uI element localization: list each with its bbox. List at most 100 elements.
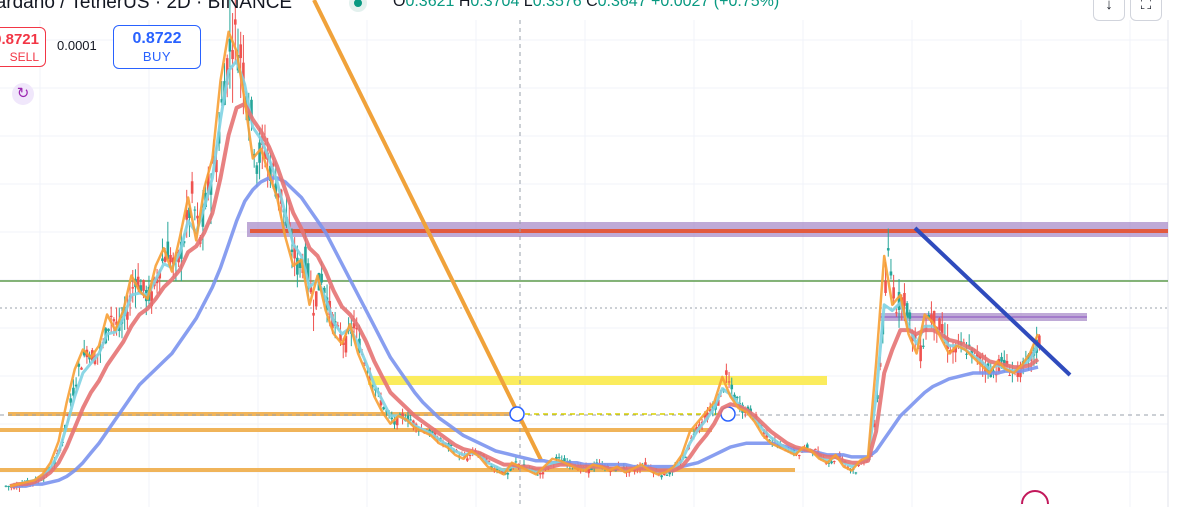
candle-body — [1008, 375, 1011, 377]
download-button[interactable]: ↓ — [1093, 0, 1125, 21]
candle-body — [814, 448, 817, 450]
candle-body — [239, 44, 242, 59]
candle-body — [889, 271, 893, 276]
candle-body — [555, 456, 558, 459]
candle-body — [965, 353, 968, 355]
candle-body — [82, 350, 86, 356]
candle-body — [209, 183, 213, 195]
candle-body — [231, 50, 234, 60]
candle-body — [908, 312, 912, 319]
candle-body — [857, 464, 860, 467]
candle-body — [69, 398, 73, 403]
candle-body — [895, 312, 898, 314]
candle-body — [142, 280, 145, 291]
candle-body — [115, 321, 118, 325]
candle-body — [258, 142, 261, 163]
candle-body — [970, 347, 974, 358]
candle-body — [379, 400, 383, 406]
candle-body — [466, 458, 469, 461]
candle-body — [306, 263, 310, 282]
candle-body — [401, 413, 404, 418]
candle-body — [220, 99, 224, 103]
candle-body — [703, 414, 707, 418]
candle-body — [398, 414, 402, 416]
candle-body — [884, 280, 887, 293]
candle-body — [468, 455, 472, 457]
candle-body — [827, 462, 831, 464]
candle-body — [169, 254, 172, 263]
fullscreen-button[interactable]: ⛶ — [1130, 0, 1162, 21]
ohlc-legend: O0.3621 H0.3704 L0.3576 C0.3647 +0.0027 … — [393, 0, 779, 11]
candle-body — [587, 468, 591, 474]
ohlc-low-value: 0.3576 — [532, 0, 582, 10]
candle-body — [131, 287, 135, 289]
candle-body — [644, 462, 647, 467]
bottom-indicator-icon — [1021, 490, 1049, 505]
candle-body — [1038, 335, 1041, 345]
candle-body — [314, 291, 318, 307]
candle-body — [263, 150, 267, 159]
candle-body — [932, 310, 936, 329]
candle-body — [541, 472, 545, 475]
candle-body — [487, 460, 491, 462]
ema-slow-line — [9, 101, 1040, 489]
candle-body — [395, 417, 399, 426]
candle-body — [708, 409, 712, 412]
market-status-icon[interactable] — [349, 0, 367, 12]
candle-body — [355, 327, 359, 330]
candle-body — [323, 287, 326, 294]
candle-body — [215, 159, 218, 173]
candle-body — [193, 209, 197, 211]
buy-label: BUY — [142, 49, 172, 64]
candle-body — [514, 461, 518, 463]
candle-body — [320, 273, 323, 283]
candle-body — [940, 324, 944, 334]
candle-body — [233, 19, 237, 25]
buy-price: 0.8722 — [132, 30, 182, 47]
symbol-title: Cardano / TetherUS · 2D · BINANCE — [0, 0, 293, 13]
candle-body — [922, 345, 925, 347]
candle-body — [806, 444, 809, 448]
candle-body — [293, 245, 296, 259]
candle-body — [393, 420, 396, 425]
candle-body — [509, 467, 512, 471]
buy-button[interactable]: 0.8722 BUY — [113, 25, 201, 69]
candle-body — [188, 207, 191, 219]
candle-body — [892, 287, 895, 299]
candle-body — [449, 444, 453, 447]
candle-body — [1000, 356, 1003, 362]
candle-body — [155, 277, 159, 284]
anchor-point-1 — [509, 406, 525, 422]
candle-body — [897, 291, 901, 310]
candle-body — [201, 209, 205, 227]
candle-body — [832, 461, 836, 463]
candle-body — [190, 181, 194, 194]
moving-averages — [9, 30, 1040, 489]
ohlc-close-value: 0.3647 — [597, 0, 647, 10]
candle-body — [339, 334, 342, 341]
candle-body — [139, 285, 143, 294]
candle-body — [903, 292, 906, 306]
candle-body — [797, 454, 801, 457]
candle-body — [490, 465, 493, 468]
ohlc-open-value: 0.3621 — [405, 0, 455, 10]
candle-body — [80, 367, 83, 370]
candle-body — [269, 165, 272, 181]
candle-body — [919, 345, 922, 362]
candle-body — [913, 334, 917, 339]
blue-downtrend-line — [913, 226, 1072, 377]
candle-body — [296, 257, 299, 275]
ohlc-close-label: C — [586, 0, 598, 10]
candle-body — [725, 370, 728, 375]
candle-body — [930, 314, 933, 323]
sell-price: 0.8721 — [0, 31, 39, 48]
spread-value: 0.0001 — [57, 38, 97, 53]
replay-icon[interactable]: ↻ — [12, 83, 34, 105]
candle-body — [727, 381, 731, 383]
sell-button[interactable]: 0.8721 SELL — [0, 27, 46, 67]
candle-body — [665, 474, 669, 476]
candle-body — [538, 473, 542, 475]
candle-body — [290, 249, 294, 253]
candle-body — [298, 260, 302, 269]
